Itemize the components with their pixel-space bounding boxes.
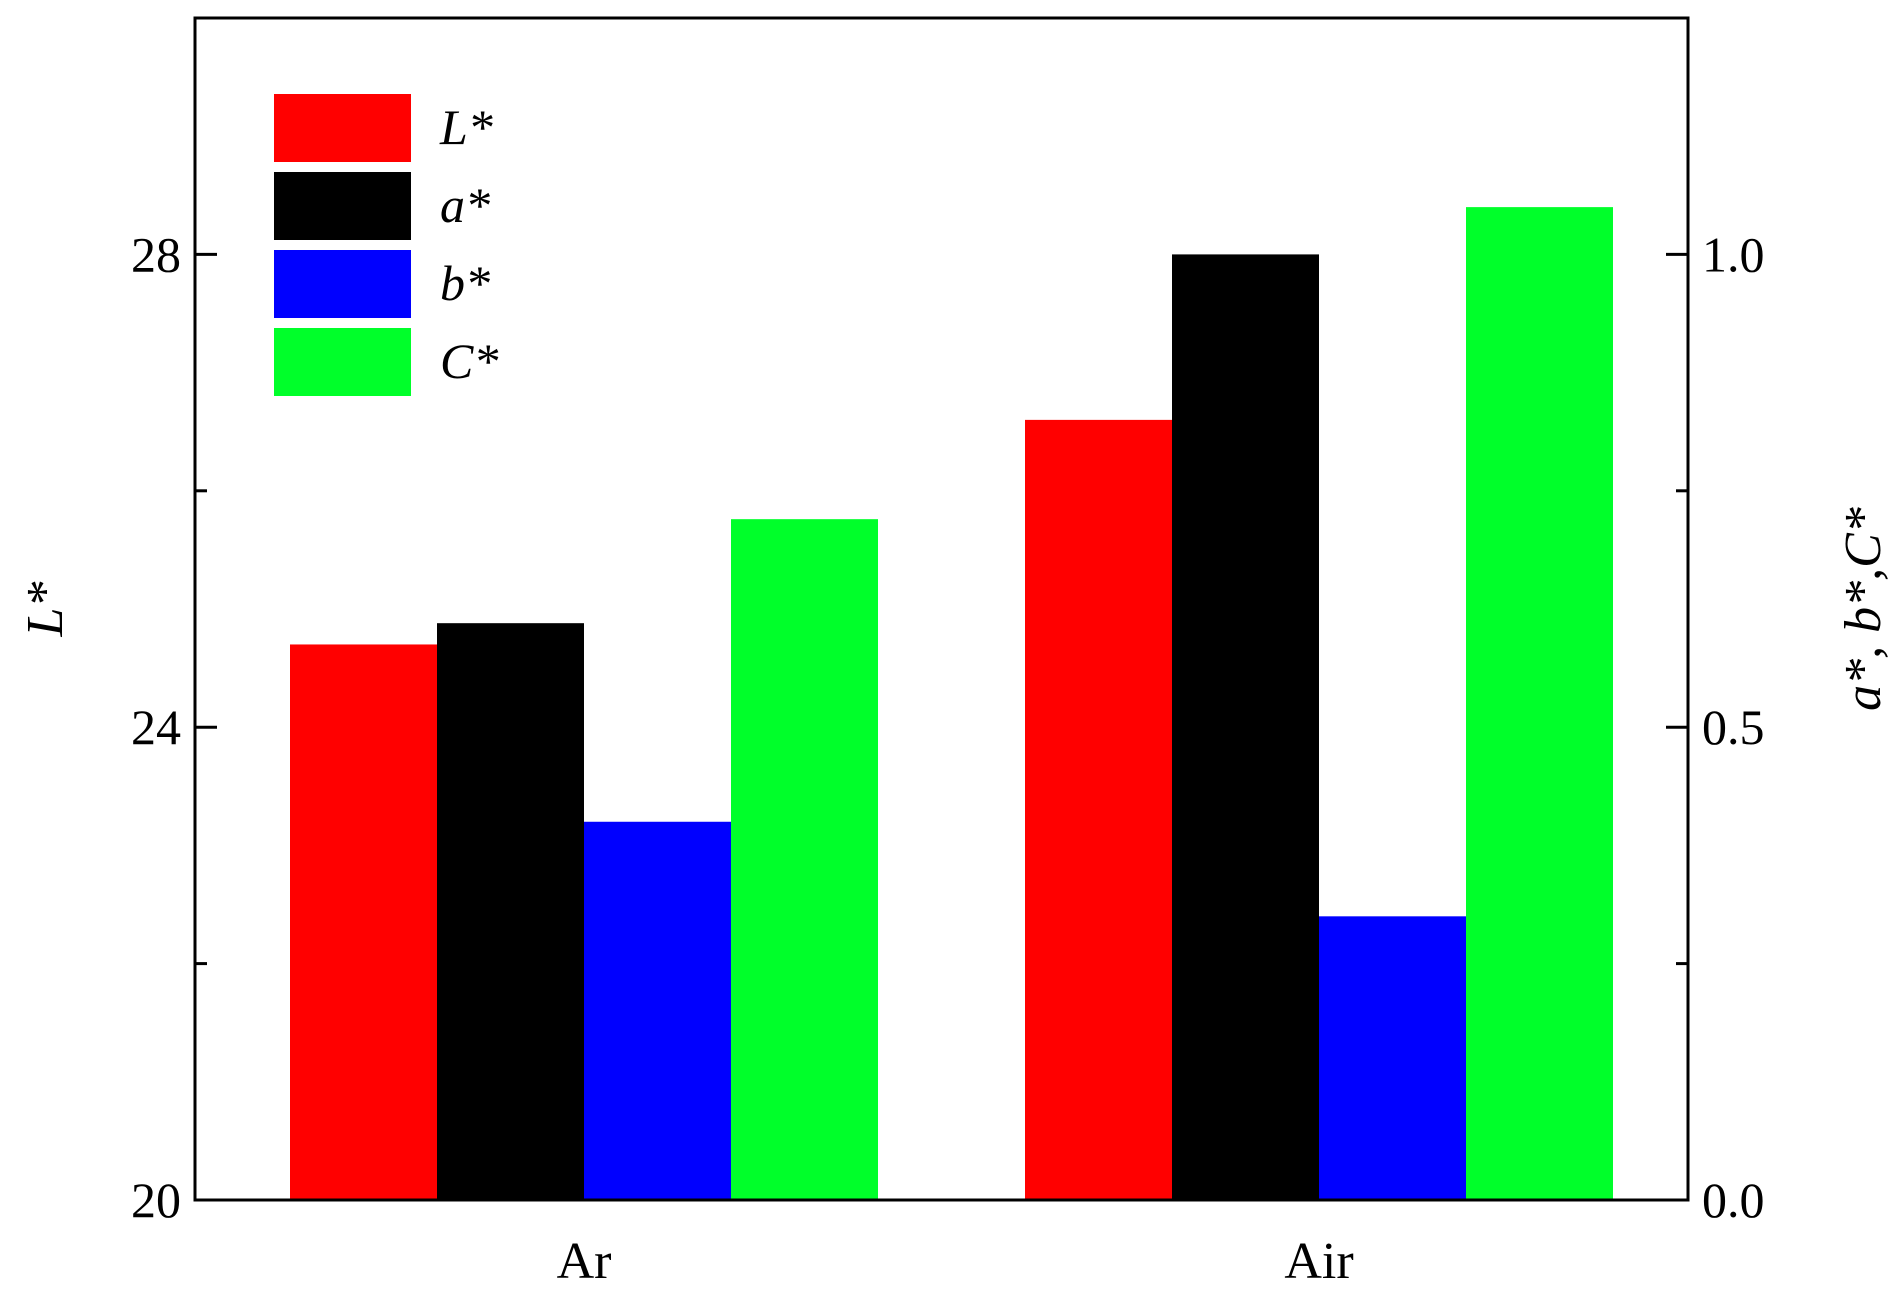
y-right-tick-label: 1.0 bbox=[1702, 226, 1765, 282]
legend-swatch bbox=[274, 94, 411, 162]
y-right-tick-label: 0.5 bbox=[1702, 699, 1765, 755]
legend-label: L* bbox=[439, 99, 493, 155]
legend-swatch bbox=[274, 250, 411, 318]
bar-ar-3 bbox=[584, 821, 731, 1200]
y-axis-right-label: a*, b*,C* bbox=[1835, 507, 1892, 711]
y-left-tick-label: 28 bbox=[131, 226, 181, 282]
y-left-tick-label: 24 bbox=[131, 699, 181, 755]
legend-label: b* bbox=[440, 255, 490, 311]
bar-ar-2 bbox=[437, 623, 584, 1200]
axis-ticks: 20 24 28 0.0 0.5 1.0 Ar Air bbox=[131, 226, 1765, 1290]
bar-air-4 bbox=[1466, 207, 1613, 1200]
legend-swatch bbox=[274, 328, 411, 396]
x-tick-label-ar: Ar bbox=[557, 1233, 612, 1290]
plot-frame bbox=[193, 16, 1690, 1202]
bar-air-3 bbox=[1319, 916, 1466, 1200]
legend-label: a* bbox=[440, 177, 490, 233]
legend-label: C* bbox=[440, 333, 498, 389]
bars-group bbox=[290, 207, 1613, 1200]
y-right-tick-label: 0.0 bbox=[1702, 1172, 1765, 1228]
y-axis-left-label: L* bbox=[17, 582, 74, 638]
bar-ar-1 bbox=[290, 644, 437, 1200]
y-left-tick-label: 20 bbox=[131, 1172, 181, 1228]
bar-air-2 bbox=[1172, 254, 1319, 1200]
bar-ar-4 bbox=[731, 519, 878, 1200]
legend: L* a* b* C* bbox=[274, 94, 498, 396]
bar-air-1 bbox=[1025, 419, 1172, 1200]
legend-swatch bbox=[274, 172, 411, 240]
x-tick-label-air: Air bbox=[1284, 1233, 1353, 1290]
